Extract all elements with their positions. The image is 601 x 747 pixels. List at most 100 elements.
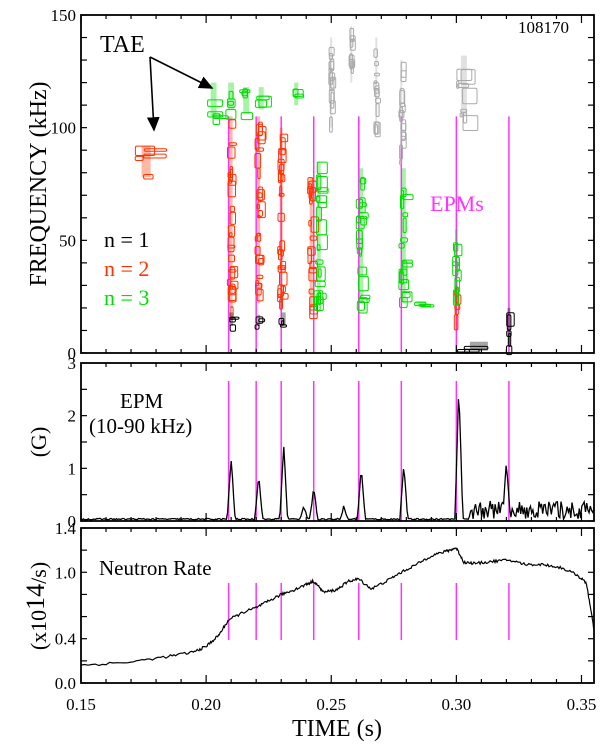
contour-mark <box>317 187 329 194</box>
contour-mark <box>402 217 407 234</box>
spectral-burst <box>229 312 240 332</box>
contour-mark <box>402 260 408 276</box>
contour-mark <box>254 153 262 169</box>
contour-mark <box>375 97 382 104</box>
contour-mark <box>399 144 404 160</box>
spectral-burst <box>277 127 289 310</box>
contour-mark <box>256 232 262 242</box>
x-tick-label: 0.15 <box>66 695 96 714</box>
contour-mark <box>256 254 265 264</box>
contour-mark <box>456 68 473 82</box>
legend-n3: n = 3 <box>104 285 149 310</box>
contour-core <box>316 161 321 304</box>
contour-mark <box>316 266 326 282</box>
contour-mark <box>355 198 363 209</box>
y-tick-label: 0 <box>68 512 77 531</box>
legend-n2: n = 2 <box>104 256 149 281</box>
y-tick-label: 0 <box>68 344 77 363</box>
contour-mark <box>280 285 286 294</box>
contour-core <box>258 87 264 110</box>
contour-mark <box>256 189 265 201</box>
epm-annotation-line1: EPM <box>120 389 164 413</box>
contour-mark <box>143 148 168 152</box>
contour-core <box>257 314 261 326</box>
y-tick-label: 0.4 <box>55 630 77 649</box>
contour-mark <box>309 195 313 205</box>
tae-arrows <box>146 56 214 132</box>
y-tick-label: 1.4 <box>55 519 77 538</box>
contour-mark <box>460 108 468 113</box>
contour-mark <box>374 85 380 98</box>
contour-mark <box>228 90 234 100</box>
spectral-burst <box>456 341 489 354</box>
spectral-burst <box>398 168 414 308</box>
y-tick-label: 150 <box>51 6 77 25</box>
tae-annotation: TAE <box>100 32 145 58</box>
contour-mark <box>400 279 404 285</box>
contour-core <box>330 37 333 128</box>
contour-mark <box>373 48 378 58</box>
epm-frame <box>80 362 595 522</box>
contour-mark <box>240 112 254 121</box>
contour-mark <box>356 247 363 255</box>
tae-arrow <box>146 56 160 132</box>
contour-mark <box>360 176 366 191</box>
contour-core <box>210 82 217 117</box>
contour-mark <box>316 176 328 192</box>
spectral-burst <box>254 116 267 304</box>
x-tick-label: 0.30 <box>441 695 471 714</box>
contour-mark <box>317 291 321 306</box>
contour-mark <box>400 119 407 132</box>
axes: 0.15 0.20 0.25 0.30 0.35 0 50 100 150 0 1 2 3 0.0 0.4 1… <box>51 6 597 714</box>
contour-mark <box>454 294 459 305</box>
contour-mark <box>254 324 260 330</box>
spectral-burst <box>452 229 463 306</box>
contour-mark <box>453 242 459 252</box>
x-tick-label: 0.20 <box>191 695 221 714</box>
contour-mark <box>308 183 313 200</box>
x-axis-label: TIME (s) <box>292 716 382 742</box>
contour-mark <box>277 266 286 273</box>
contour-mark <box>277 172 284 182</box>
contour-mark <box>212 113 221 118</box>
contour-mark <box>462 87 478 105</box>
y-tick-label: 1.0 <box>55 563 76 582</box>
epm-annotation-line2: (10-90 kHz) <box>89 414 192 438</box>
contour-mark <box>228 254 236 263</box>
contour-mark <box>255 279 259 287</box>
contour-core <box>228 82 235 110</box>
contour-mark <box>329 116 333 133</box>
contour-mark <box>229 324 236 332</box>
contour-mark <box>329 72 336 81</box>
contour-mark <box>455 269 462 282</box>
contour-mark <box>258 121 263 136</box>
contour-mark <box>398 268 408 284</box>
contour-mark <box>402 212 409 218</box>
contour-core <box>279 127 283 308</box>
legend-n1: n = 1 <box>104 227 149 252</box>
contour-mark <box>456 80 460 89</box>
contour-mark <box>256 147 265 152</box>
contour-core <box>507 307 511 347</box>
contour-mark <box>227 146 236 159</box>
epm-trace <box>80 399 595 522</box>
contour-core <box>400 60 403 162</box>
contour-mark <box>315 259 324 265</box>
contour-mark <box>418 303 432 307</box>
contour-mark <box>309 304 319 315</box>
contour-mark <box>278 248 283 261</box>
contour-mark <box>349 27 355 43</box>
contour-mark <box>400 237 408 243</box>
contour-core <box>454 229 458 297</box>
contour-mark <box>508 333 512 347</box>
spectral-burst <box>373 37 382 138</box>
contour-mark <box>374 121 381 138</box>
contour-mark <box>229 266 236 280</box>
contour-mark <box>229 317 236 323</box>
spectral-burst <box>225 82 237 120</box>
contour-core <box>243 87 250 115</box>
contour-mark <box>316 234 328 251</box>
x-tick-label: 0.35 <box>567 695 597 714</box>
contour-mark <box>329 58 335 72</box>
